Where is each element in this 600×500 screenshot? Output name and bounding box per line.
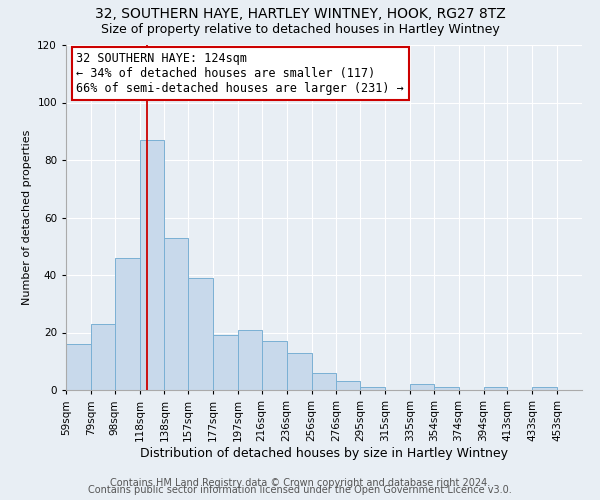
Bar (140, 140, 164, 390)
Text: Contains public sector information licensed under the Open Government Licence v3: Contains public sector information licen… (88, 485, 512, 495)
Bar (410, 384, 434, 390)
Text: Size of property relative to detached houses in Hartley Wintney: Size of property relative to detached ho… (101, 22, 499, 36)
Bar (164, 238, 188, 390)
Text: Contains HM Land Registry data © Crown copyright and database right 2024.: Contains HM Land Registry data © Crown c… (110, 478, 490, 488)
Bar (287, 352, 311, 390)
Bar (360, 387, 385, 390)
Text: 32 SOUTHERN HAYE: 124sqm
← 34% of detached houses are smaller (117)
66% of semi-: 32 SOUTHERN HAYE: 124sqm ← 34% of detach… (76, 52, 404, 95)
Bar (311, 373, 337, 390)
Bar (213, 336, 238, 390)
Text: 32, SOUTHERN HAYE, HARTLEY WINTNEY, HOOK, RG27 8TZ: 32, SOUTHERN HAYE, HARTLEY WINTNEY, HOOK… (95, 8, 505, 22)
Bar (188, 278, 213, 390)
Bar (532, 387, 557, 390)
Bar (484, 387, 507, 390)
Y-axis label: Number of detached properties: Number of detached properties (22, 130, 32, 305)
Bar (238, 330, 262, 390)
Bar (115, 258, 140, 390)
Bar (434, 387, 458, 390)
X-axis label: Distribution of detached houses by size in Hartley Wintney: Distribution of detached houses by size … (140, 446, 508, 460)
Bar (262, 341, 287, 390)
Bar (66, 344, 91, 390)
Bar (91, 324, 115, 390)
Bar (337, 382, 360, 390)
